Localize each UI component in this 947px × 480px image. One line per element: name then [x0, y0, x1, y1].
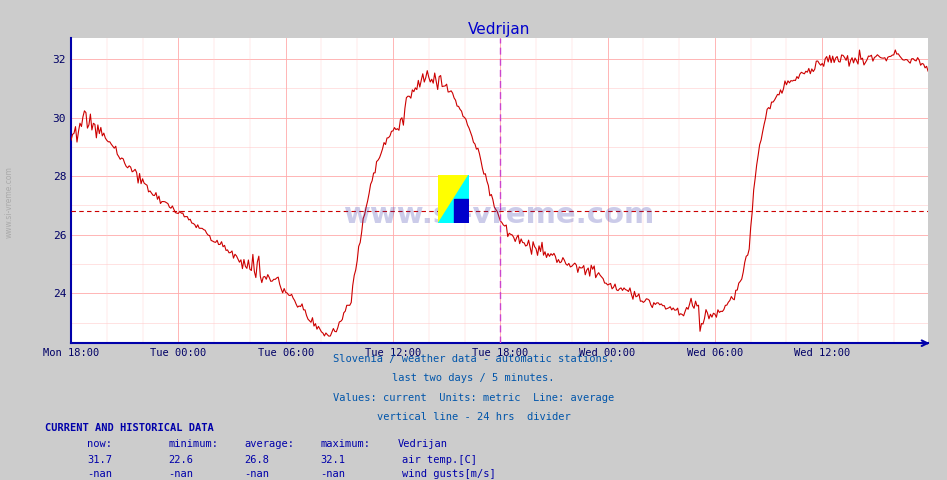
Text: wind gusts[m/s]: wind gusts[m/s] [402, 469, 495, 480]
Text: average:: average: [244, 439, 295, 449]
Text: CURRENT AND HISTORICAL DATA: CURRENT AND HISTORICAL DATA [45, 423, 214, 433]
Title: Vedrijan: Vedrijan [469, 22, 530, 37]
Text: maximum:: maximum: [320, 439, 370, 449]
Polygon shape [454, 199, 469, 223]
Text: minimum:: minimum: [169, 439, 219, 449]
Text: 26.8: 26.8 [244, 455, 269, 465]
Text: 31.7: 31.7 [87, 455, 112, 465]
Text: 22.6: 22.6 [169, 455, 193, 465]
Text: -nan: -nan [169, 469, 193, 480]
Text: Slovenia / weather data - automatic stations.: Slovenia / weather data - automatic stat… [333, 354, 614, 364]
Text: Vedrijan: Vedrijan [398, 439, 448, 449]
Text: air temp.[C]: air temp.[C] [402, 455, 476, 465]
Text: vertical line - 24 hrs  divider: vertical line - 24 hrs divider [377, 412, 570, 422]
Text: -nan: -nan [87, 469, 112, 480]
Text: www.si-vreme.com: www.si-vreme.com [344, 201, 655, 229]
Text: 32.1: 32.1 [320, 455, 345, 465]
Text: last two days / 5 minutes.: last two days / 5 minutes. [392, 373, 555, 384]
Text: Values: current  Units: metric  Line: average: Values: current Units: metric Line: aver… [333, 393, 614, 403]
Text: now:: now: [87, 439, 112, 449]
Polygon shape [438, 175, 469, 223]
Text: -nan: -nan [244, 469, 269, 480]
Text: www.si-vreme.com: www.si-vreme.com [5, 166, 14, 238]
Text: -nan: -nan [320, 469, 345, 480]
Polygon shape [438, 175, 469, 223]
